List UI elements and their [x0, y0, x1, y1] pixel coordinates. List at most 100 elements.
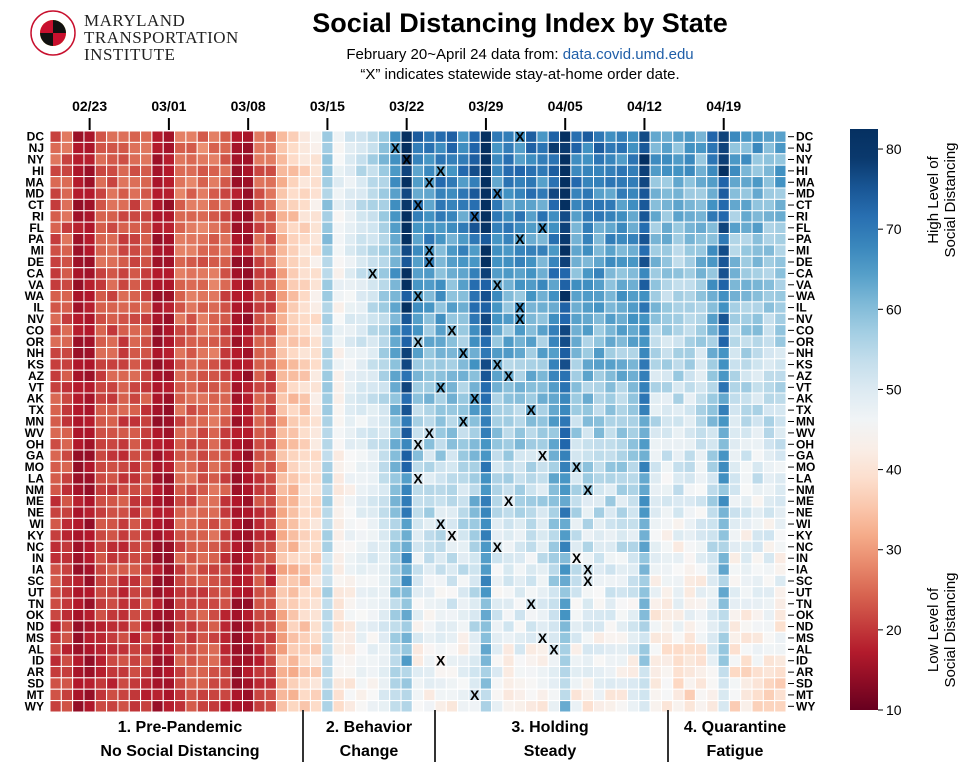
heatmap-cell: [140, 426, 153, 440]
heatmap-cell: [72, 187, 85, 200]
heatmap-cell: [683, 620, 696, 633]
heatmap-cell: [128, 506, 142, 519]
heatmap-cell: [332, 233, 345, 246]
heatmap-cell: [332, 210, 345, 223]
heatmap-cell: [457, 438, 470, 451]
heatmap-cell: [208, 574, 221, 588]
heatmap-cell: [400, 529, 413, 542]
heatmap-cell: [672, 426, 685, 440]
heatmap-cell: [525, 221, 538, 235]
heatmap-cell: [445, 563, 459, 576]
heatmap-cell: [400, 244, 413, 257]
heatmap-cell: [491, 438, 504, 451]
heatmap-cell: [162, 438, 176, 451]
heatmap-cell: [672, 153, 685, 166]
stay-at-home-marker: X: [413, 334, 423, 350]
heatmap-cell: [106, 517, 119, 531]
stay-at-home-marker: X: [572, 550, 582, 566]
heatmap-cell: [332, 187, 345, 200]
heatmap-cell: [377, 449, 391, 462]
heatmap-cell: [253, 141, 266, 155]
heatmap-cell: [389, 301, 402, 314]
heatmap-cell: [94, 426, 108, 440]
heatmap-cell: [570, 301, 583, 314]
heatmap-cell: [457, 267, 470, 280]
heatmap-cell: [72, 677, 85, 690]
heatmap-cell: [717, 141, 730, 155]
heatmap-cell: [502, 517, 515, 531]
heatmap-cell: [774, 176, 787, 189]
heatmap-cell: [581, 403, 595, 417]
heatmap-cell: [49, 312, 62, 326]
heatmap-cell: [457, 176, 470, 189]
heatmap-cell: [672, 358, 685, 371]
heatmap-cell: [604, 563, 617, 576]
heatmap-cell: [389, 369, 402, 383]
heatmap-cell: [264, 233, 277, 246]
heatmap-cell: [230, 358, 243, 371]
heatmap-cell: [660, 540, 674, 554]
heatmap-cell: [309, 403, 323, 417]
heatmap-cell: [411, 130, 425, 143]
heatmap-cell: [83, 210, 96, 223]
heatmap-cell: [128, 665, 142, 679]
heatmap-cell: [774, 153, 787, 166]
heatmap-cell: [615, 483, 628, 497]
heatmap-cell: [309, 631, 323, 645]
heatmap-cell: [253, 358, 266, 371]
heatmap-cell: [423, 312, 436, 326]
heatmap-cell: [615, 289, 628, 303]
heatmap-cell: [389, 608, 402, 622]
heatmap-cell: [140, 415, 153, 428]
heatmap-cell: [423, 506, 436, 519]
heatmap-cell: [287, 324, 300, 337]
heatmap-cell: [751, 381, 764, 394]
heatmap-cell: [581, 608, 595, 622]
heatmap-cell: [185, 460, 198, 474]
heatmap-cell: [593, 324, 606, 337]
data-source-link[interactable]: data.covid.umd.edu: [562, 46, 694, 63]
heatmap-cell: [241, 608, 255, 622]
heatmap-cell: [434, 187, 447, 200]
heatmap-cell: [83, 233, 96, 246]
heatmap-cell: [355, 517, 368, 531]
heatmap-cell: [683, 631, 696, 645]
heatmap-cell: [355, 529, 368, 542]
heatmap-cell: [411, 529, 425, 542]
heatmap-cell: [706, 233, 719, 246]
heatmap-cell: [581, 267, 595, 280]
heatmap-cell: [253, 221, 266, 235]
heatmap-cell: [309, 529, 323, 542]
heatmap-cell: [196, 255, 210, 269]
heatmap-cell: [128, 289, 142, 303]
heatmap-cell: [683, 438, 696, 451]
heatmap-cell: [445, 358, 459, 371]
heatmap-cell: [72, 597, 85, 610]
heatmap-cell: [649, 415, 662, 428]
heatmap-cell: [502, 278, 515, 291]
heatmap-cell: [151, 654, 164, 667]
heatmap-cell: [570, 312, 583, 326]
heatmap-cell: [106, 187, 119, 200]
heatmap-cell: [615, 460, 628, 474]
heatmap-cell: [287, 335, 300, 348]
heatmap-cell: [343, 665, 357, 679]
heatmap-cell: [491, 483, 504, 497]
heatmap-cell: [60, 643, 74, 656]
heatmap-cell: [513, 700, 527, 713]
heatmap-cell: [140, 517, 153, 531]
heatmap-cell: [468, 312, 481, 326]
heatmap-cell: [94, 381, 108, 394]
heatmap-cell: [298, 233, 311, 246]
heatmap-cell: [117, 700, 130, 713]
heatmap-cell: [570, 506, 583, 519]
heatmap-cell: [513, 415, 527, 428]
heatmap-cell: [638, 346, 651, 360]
heatmap-cell: [219, 210, 232, 223]
heatmap-cell: [128, 597, 142, 610]
heatmap-cell: [502, 426, 515, 440]
heatmap-cell: [377, 278, 391, 291]
heatmap-cell: [672, 312, 685, 326]
heatmap-cell: [230, 278, 243, 291]
heatmap-cell: [275, 141, 289, 155]
